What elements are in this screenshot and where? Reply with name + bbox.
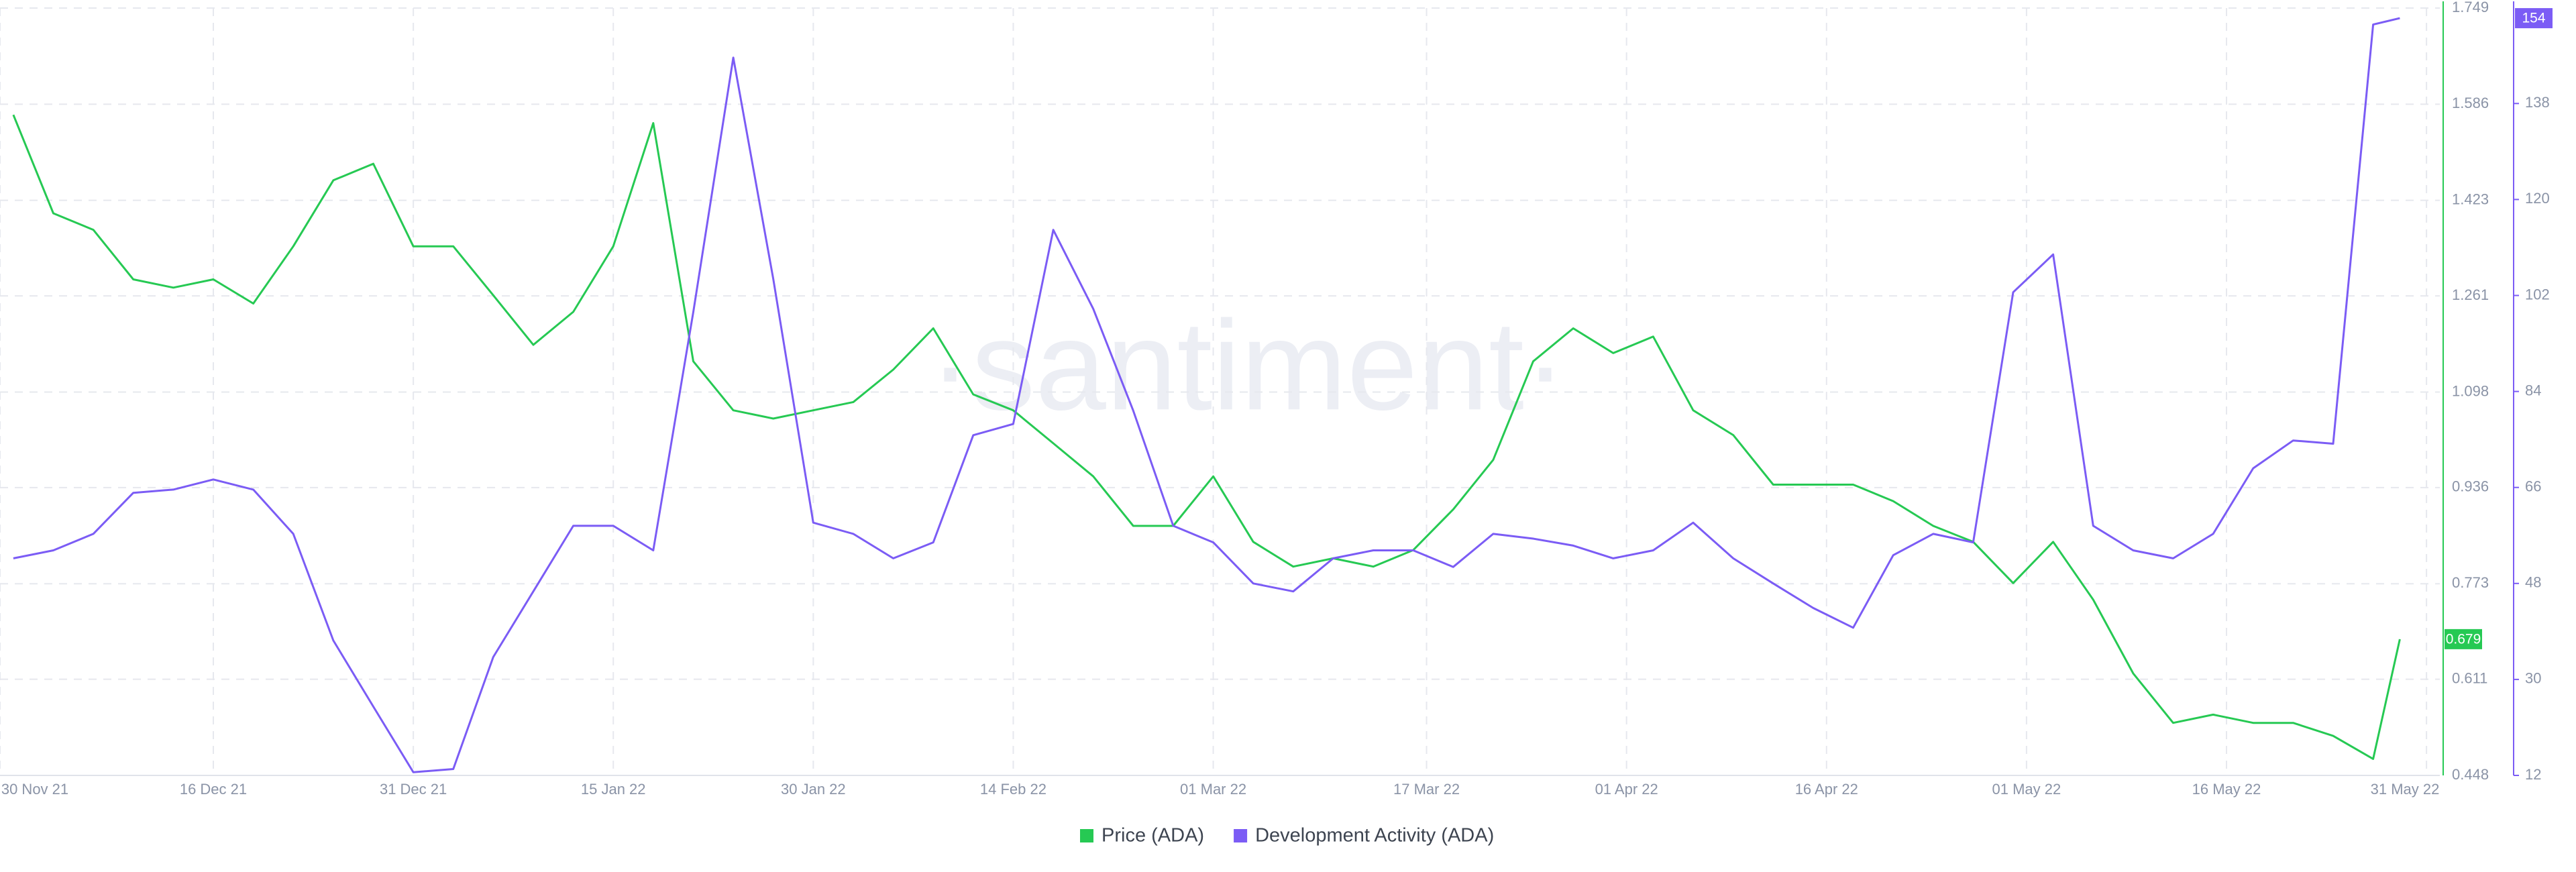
y-tick-label: 1.749 xyxy=(2452,0,2489,15)
value-badge xyxy=(2515,8,2553,29)
x-tick-label: 31 May 22 xyxy=(2371,781,2440,798)
x-tick-label: 16 Dec 21 xyxy=(180,781,247,798)
x-tick-label: 01 Apr 22 xyxy=(1595,781,1658,798)
value-badge-label: 154 xyxy=(2522,11,2545,26)
x-tick-label: 17 Mar 22 xyxy=(1393,781,1460,798)
x-tick-label: 31 Dec 21 xyxy=(380,781,447,798)
legend-swatch xyxy=(1234,829,1248,842)
y2-tick-label: 30 xyxy=(2525,670,2541,687)
legend-label: Development Activity (ADA) xyxy=(1255,825,1494,847)
y-tick-label: 1.586 xyxy=(2452,95,2489,111)
x-tick-label: 16 Apr 22 xyxy=(1795,781,1858,798)
y-tick-label: 1.423 xyxy=(2452,190,2489,207)
x-tick-label: 01 Mar 22 xyxy=(1180,781,1246,798)
x-tick-label: 30 Nov 21 xyxy=(1,781,68,798)
y2-tick-label: 84 xyxy=(2525,382,2541,398)
y2-tick-label: 12 xyxy=(2525,766,2541,783)
legend: Price (ADA) Development Activity (ADA) xyxy=(1080,825,1494,847)
value-badge-label: 0.679 xyxy=(2446,631,2481,647)
y2-tick-label: 66 xyxy=(2525,478,2541,495)
y-tick-label: 1.261 xyxy=(2452,286,2489,303)
value-badge xyxy=(2445,629,2482,649)
y-tick-label: 0.448 xyxy=(2452,766,2489,783)
y-tick-label: 0.773 xyxy=(2452,574,2489,591)
y2-tick-label: 48 xyxy=(2525,574,2541,591)
y-tick-label: 0.936 xyxy=(2452,478,2489,495)
x-tick-label: 30 Jan 22 xyxy=(781,781,846,798)
series-line xyxy=(13,17,2400,773)
legend-label: Price (ADA) xyxy=(1102,825,1204,847)
y2-tick-label: 120 xyxy=(2525,190,2550,207)
x-tick-label: 16 May 22 xyxy=(2192,781,2261,798)
x-tick-label: 01 May 22 xyxy=(1992,781,2061,798)
x-tick-label: 14 Feb 22 xyxy=(980,781,1046,798)
y-tick-label: 1.098 xyxy=(2452,382,2489,399)
series-line xyxy=(12,114,2401,760)
y-tick-label: 0.611 xyxy=(2452,669,2487,686)
y2-tick-label: 102 xyxy=(2525,286,2550,303)
legend-swatch xyxy=(1080,829,1093,842)
y2-tick-label: 138 xyxy=(2525,94,2550,111)
x-tick-label: 15 Jan 22 xyxy=(581,781,646,798)
